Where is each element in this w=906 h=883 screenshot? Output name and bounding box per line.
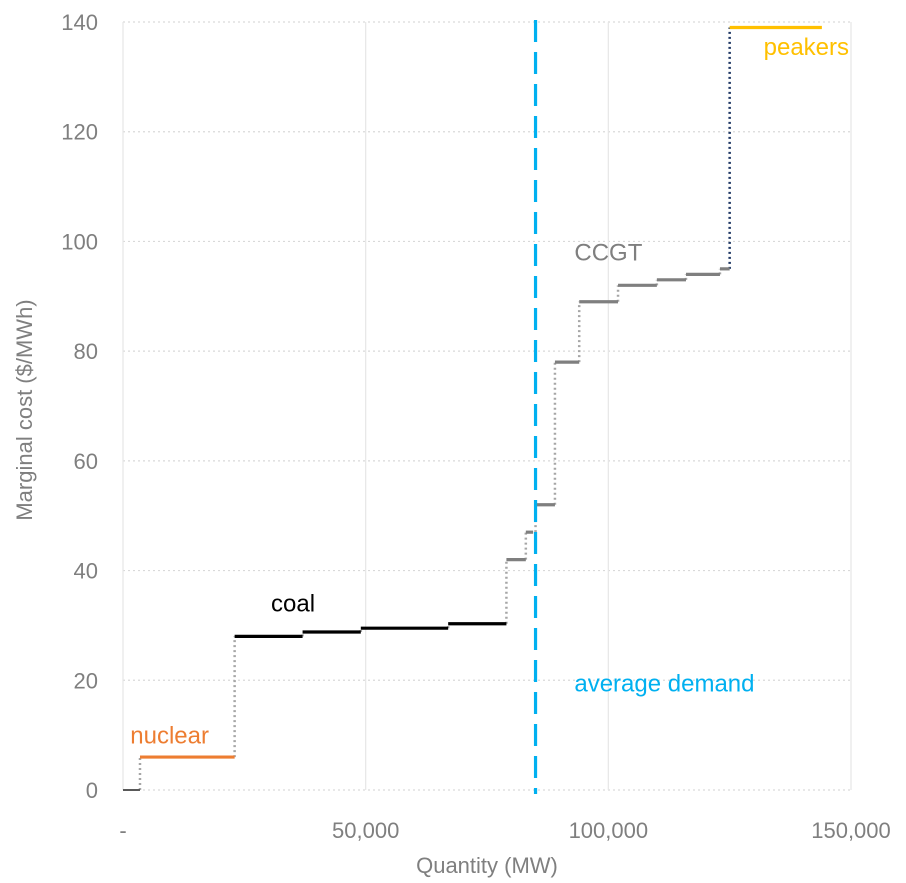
annotation-label: nuclear xyxy=(130,722,209,749)
annotation-label: coal xyxy=(271,591,315,618)
annotations: nuclear coal CCGT peakers average demand xyxy=(130,34,849,749)
y-tick-label: 40 xyxy=(74,559,98,584)
x-axis-title: Quantity (MW) xyxy=(416,853,558,878)
y-axis-title: Marginal cost ($/MWh) xyxy=(12,299,37,520)
tick-labels: 0 20 40 60 80 100 120 140 - 50,000 100,000 150,000 xyxy=(61,10,890,843)
step-segments xyxy=(123,25,822,791)
grid xyxy=(122,21,852,791)
x-tick-label: - xyxy=(119,818,126,843)
x-tick-label: 100,000 xyxy=(569,818,649,843)
x-tick-label: 50,000 xyxy=(332,818,399,843)
y-tick-label: 120 xyxy=(61,120,98,145)
annotation-label: peakers xyxy=(764,34,849,61)
annotation-label: CCGT xyxy=(574,240,642,267)
y-tick-label: 140 xyxy=(61,10,98,35)
x-tick-label: 150,000 xyxy=(811,818,891,843)
y-tick-label: 80 xyxy=(74,339,98,364)
y-tick-label: 20 xyxy=(74,668,98,693)
y-tick-label: 100 xyxy=(61,229,98,254)
y-tick-label: 0 xyxy=(86,778,98,803)
y-tick-label: 60 xyxy=(74,449,98,474)
annotation-label: average demand xyxy=(574,670,754,697)
